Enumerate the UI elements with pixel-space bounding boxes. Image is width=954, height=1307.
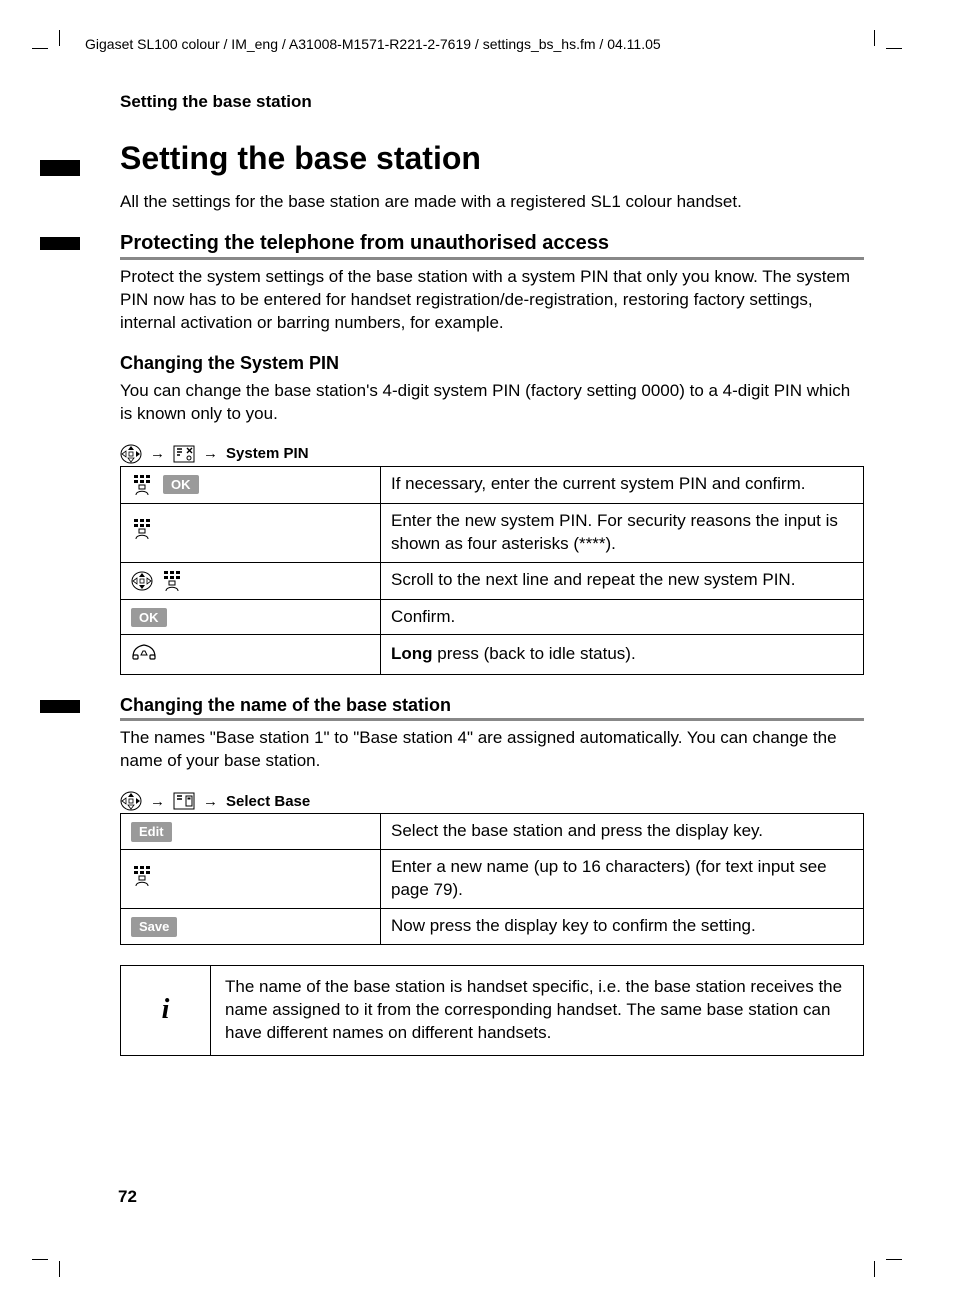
key-cell — [121, 562, 381, 599]
key-cell: OK — [121, 466, 381, 503]
nav-key-icon — [120, 444, 142, 464]
base-icon — [173, 792, 195, 810]
key-cell — [121, 850, 381, 909]
crop-mark — [40, 1261, 60, 1277]
desc-cell: Select the base station and press the di… — [381, 814, 864, 850]
intro-text: All the settings for the base station ar… — [120, 191, 864, 214]
desc-cell: Confirm. — [381, 599, 864, 635]
arrow-icon: → — [203, 445, 218, 462]
keypad-icon — [131, 864, 155, 888]
settings-icon — [173, 445, 195, 463]
desc-cell: If necessary, enter the current system P… — [381, 466, 864, 503]
page-content: Setting the base station Setting the bas… — [120, 92, 864, 1056]
nav-path-label: Select Base — [226, 793, 310, 810]
save-badge: Save — [131, 917, 177, 937]
desc-bold: Long — [391, 644, 433, 663]
pin-body: You can change the base station's 4-digi… — [120, 380, 864, 426]
arrow-icon: → — [203, 793, 218, 810]
h3-text: Changing the name of the base station — [120, 695, 451, 715]
section-heading-protect: Protecting the telephone from unauthoris… — [120, 232, 864, 260]
subheading-change-name: Changing the name of the base station — [120, 695, 864, 721]
hangup-icon — [131, 641, 157, 661]
menu-path-pin: → → System PIN — [120, 444, 864, 464]
arrow-icon: → — [150, 793, 165, 810]
running-head: Setting the base station — [120, 92, 864, 112]
ok-badge: OK — [163, 475, 199, 495]
crop-mark — [40, 30, 60, 46]
header-path: Gigaset SL100 colour / IM_eng / A31008-M… — [85, 36, 884, 52]
desc-rest: press (back to idle status). — [433, 644, 636, 663]
nav-path-label: System PIN — [226, 445, 309, 462]
key-cell: Edit — [121, 814, 381, 850]
table-row: Long press (back to idle status). — [121, 635, 864, 675]
table-row: Scroll to the next line and repeat the n… — [121, 562, 864, 599]
heading-bar-icon — [40, 160, 80, 176]
name-body: The names "Base station 1" to "Base stat… — [120, 727, 864, 773]
edit-badge: Edit — [131, 822, 172, 842]
ok-badge: OK — [131, 608, 167, 628]
info-icon: i — [121, 966, 211, 1055]
page-number: 72 — [118, 1187, 137, 1207]
subheading-change-pin: Changing the System PIN — [120, 353, 864, 374]
h1-text: Setting the base station — [120, 140, 481, 176]
key-cell — [121, 503, 381, 562]
info-note: i The name of the base station is handse… — [120, 965, 864, 1056]
desc-cell: Enter the new system PIN. For security r… — [381, 503, 864, 562]
protect-body: Protect the system settings of the base … — [120, 266, 864, 335]
heading-bar-icon — [40, 237, 80, 250]
table-row: Save Now press the display key to confir… — [121, 909, 864, 945]
table-row: Enter a new name (up to 16 characters) (… — [121, 850, 864, 909]
nav-key-icon — [120, 791, 142, 811]
table-row: Enter the new system PIN. For security r… — [121, 503, 864, 562]
desc-cell: Enter a new name (up to 16 characters) (… — [381, 850, 864, 909]
page-title: Setting the base station — [120, 140, 864, 177]
nav-key-icon — [131, 571, 153, 591]
heading-bar-icon — [40, 700, 80, 713]
desc-cell: Long press (back to idle status). — [381, 635, 864, 675]
key-cell: OK — [121, 599, 381, 635]
key-cell: Save — [121, 909, 381, 945]
desc-cell: Scroll to the next line and repeat the n… — [381, 562, 864, 599]
desc-cell: Now press the display key to confirm the… — [381, 909, 864, 945]
crop-mark — [874, 30, 894, 46]
table-row: Edit Select the base station and press t… — [121, 814, 864, 850]
info-text: The name of the base station is handset … — [211, 966, 863, 1055]
pin-steps-table: OK If necessary, enter the current syste… — [120, 466, 864, 676]
keypad-icon — [161, 569, 185, 593]
name-steps-table: Edit Select the base station and press t… — [120, 813, 864, 945]
key-cell — [121, 635, 381, 675]
arrow-icon: → — [150, 445, 165, 462]
menu-path-name: → → Select Base — [120, 791, 864, 811]
keypad-icon — [131, 517, 155, 541]
keypad-icon — [131, 473, 155, 497]
crop-mark — [874, 1261, 894, 1277]
h2-text: Protecting the telephone from unauthoris… — [120, 232, 609, 254]
table-row: OK Confirm. — [121, 599, 864, 635]
table-row: OK If necessary, enter the current syste… — [121, 466, 864, 503]
